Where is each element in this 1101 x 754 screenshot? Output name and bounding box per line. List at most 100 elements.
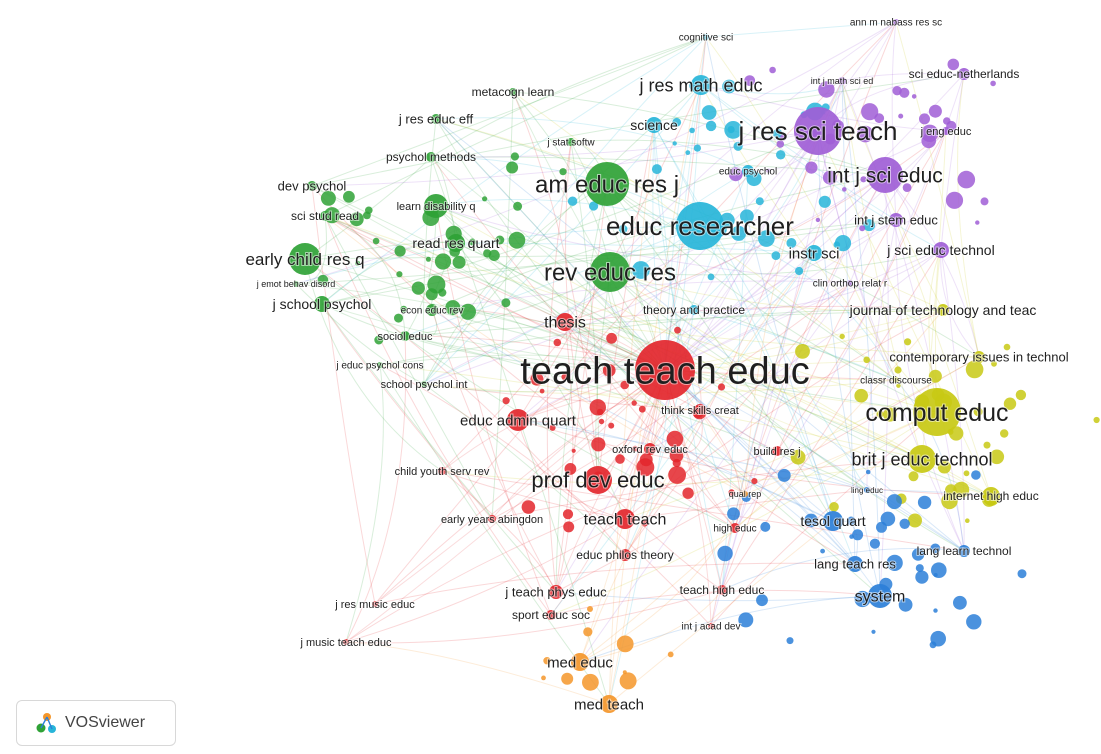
minor-node-bubble[interactable] [672,117,682,127]
minor-node-bubble[interactable] [717,383,726,391]
minor-node-bubble[interactable] [930,630,946,647]
minor-node-bubble[interactable] [689,127,695,134]
minor-node-bubble[interactable] [919,113,930,125]
minor-node-bubble[interactable] [425,256,431,262]
node-bubble[interactable] [794,107,842,155]
minor-node-bubble[interactable] [495,235,505,245]
node-label[interactable]: ling educ [850,485,884,496]
node-bubble[interactable] [867,157,903,193]
node-bubble[interactable] [314,296,330,312]
node-label[interactable]: tesol quart [799,512,866,530]
minor-node-bubble[interactable] [396,271,403,278]
minor-node-bubble[interactable] [773,128,783,139]
node-label[interactable]: brit j educ technol [850,448,993,470]
minor-node-bubble[interactable] [317,274,329,286]
minor-node-bubble[interactable] [553,338,562,347]
minor-node-bubble[interactable] [865,469,871,475]
minor-node-bubble[interactable] [786,238,797,248]
node-bubble[interactable] [549,585,563,599]
node-bubble[interactable] [937,304,949,316]
minor-node-bubble[interactable] [632,445,638,452]
node-bubble[interactable] [431,114,441,124]
minor-node-bubble[interactable] [606,332,617,344]
node-label[interactable]: j school psychol [271,295,373,313]
node-label[interactable]: instr sci [788,244,841,263]
node-bubble[interactable] [772,446,782,456]
node-label[interactable]: clin orthop relat r [812,278,889,291]
minor-node-bubble[interactable] [898,597,913,612]
node-label[interactable]: sport educ soc [511,607,591,623]
minor-node-bubble[interactable] [894,366,902,374]
node-label[interactable]: cognitive sci [678,32,734,45]
minor-node-bubble[interactable] [638,405,646,413]
minor-node-bubble[interactable] [971,470,981,480]
node-label[interactable]: j res sci teach [737,115,899,147]
minor-node-bubble[interactable] [571,448,576,453]
node-bubble[interactable] [615,509,635,529]
minor-node-bubble[interactable] [842,187,847,192]
minor-node-bubble[interactable] [849,534,854,539]
minor-node-bubble[interactable] [886,554,903,572]
node-bubble[interactable] [590,252,630,292]
minor-node-bubble[interactable] [953,481,970,498]
node-bubble[interactable] [676,202,724,250]
node-bubble[interactable] [703,34,709,40]
minor-node-bubble[interactable] [965,518,970,523]
minor-node-bubble[interactable] [777,468,791,482]
minor-node-bubble[interactable] [758,230,775,247]
minor-node-bubble[interactable] [620,380,629,390]
minor-node-bubble[interactable] [549,424,556,431]
minor-node-bubble[interactable] [564,463,577,475]
minor-node-bubble[interactable] [818,81,835,98]
minor-node-bubble[interactable] [728,167,743,182]
minor-node-bubble[interactable] [871,629,876,634]
minor-node-bubble[interactable] [567,196,578,206]
minor-node-bubble[interactable] [876,410,884,418]
minor-node-bubble[interactable] [776,140,785,148]
node-label[interactable]: j educ psychol cons [334,360,424,373]
node-bubble[interactable] [546,610,556,620]
minor-node-bubble[interactable] [543,657,551,665]
node-bubble[interactable] [293,281,299,287]
minor-node-bubble[interactable] [530,372,544,386]
minor-node-bubble[interactable] [899,87,910,98]
minor-node-bubble[interactable] [460,303,476,320]
node-bubble[interactable] [509,88,517,96]
node-bubble[interactable] [424,194,448,218]
node-label[interactable]: child youth serv rev [394,465,491,479]
minor-node-bubble[interactable] [744,75,756,86]
node-bubble[interactable] [426,304,438,316]
node-bubble[interactable] [619,549,631,561]
minor-node-bubble[interactable] [911,548,925,561]
minor-node-bubble[interactable] [991,360,997,367]
minor-node-bubble[interactable] [668,466,686,484]
node-bubble[interactable] [646,117,662,133]
node-bubble[interactable] [320,211,330,221]
minor-node-bubble[interactable] [930,543,941,554]
minor-node-bubble[interactable] [615,454,625,464]
node-bubble[interactable] [893,377,899,383]
minor-node-bubble[interactable] [561,672,574,685]
minor-node-bubble[interactable] [539,388,545,394]
node-label[interactable]: theory and practice [642,302,746,318]
node-label[interactable]: qual rep [728,488,763,500]
minor-node-bubble[interactable] [693,144,702,152]
minor-node-bubble[interactable] [400,305,408,313]
minor-node-bubble[interactable] [886,494,902,510]
node-label[interactable]: sci stud read [290,208,360,224]
minor-node-bubble[interactable] [771,251,781,260]
minor-node-bubble[interactable] [1093,416,1100,424]
node-label[interactable]: med teach [573,695,645,714]
node-bubble[interactable] [742,491,748,497]
node-label[interactable]: int j math sci ed [810,75,875,87]
minor-node-bubble[interactable] [641,519,649,527]
minor-node-bubble[interactable] [355,260,361,266]
node-label[interactable]: dev psychol [277,178,348,195]
minor-node-bubble[interactable] [833,241,841,248]
node-label[interactable]: oxford rev educ [611,443,689,457]
node-label[interactable]: early child res q [244,249,365,270]
node-label[interactable]: med educ [546,653,614,672]
vosviewer-badge[interactable]: VOSviewer [16,700,176,746]
minor-node-bubble[interactable] [608,422,615,429]
minor-node-bubble[interactable] [921,124,939,142]
